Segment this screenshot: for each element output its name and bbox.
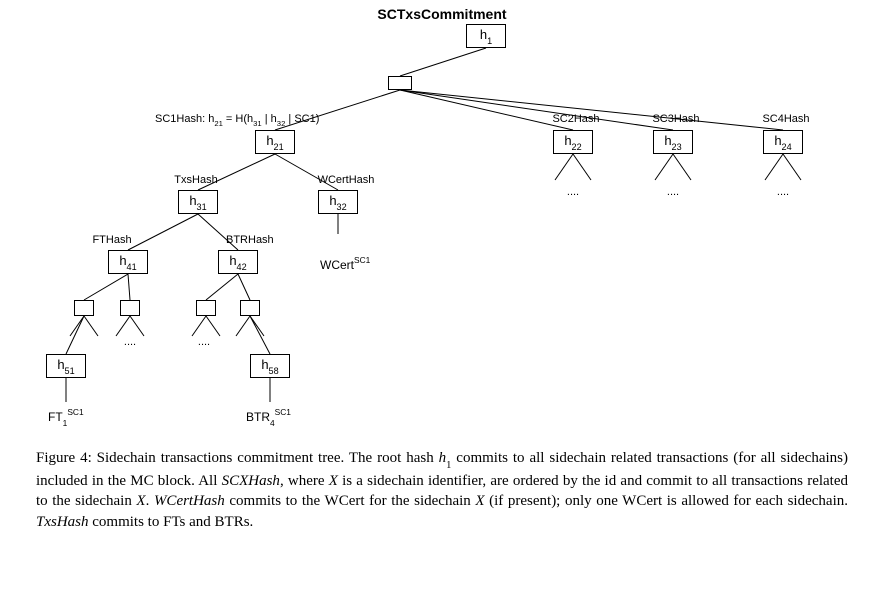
label-wcertsc1: WCertSC1 — [320, 256, 370, 272]
tree-node-h58: h58 — [250, 354, 290, 378]
label-sc3hash: SC3Hash — [652, 113, 699, 125]
tree-node-fan — [388, 76, 412, 90]
tree-node-h24: h24 — [763, 130, 803, 154]
tree-node-h41: h41 — [108, 250, 148, 274]
label-btr4sc1: BTR4SC1 — [246, 408, 291, 426]
label-btrhash: BTRHash — [226, 234, 274, 246]
tree-node-b41a — [74, 300, 94, 316]
label-fthash: FTHash — [92, 234, 131, 246]
label-dots23: .... — [667, 186, 679, 198]
tree-node-h32: h32 — [318, 190, 358, 214]
label-dots42: .... — [198, 336, 210, 348]
tree-node-h31: h31 — [178, 190, 218, 214]
figure-stage: { "canvas": { "w": 884, "h": 600, "bg": … — [0, 0, 884, 600]
figure-caption: Figure 4: Sidechain transactions commitm… — [36, 448, 848, 532]
tree-node-b41b — [120, 300, 140, 316]
tree-node-b42b — [240, 300, 260, 316]
label-wcerthash: WCertHash — [318, 174, 375, 186]
tree-node-b42a — [196, 300, 216, 316]
figure-title: SCTxsCommitment — [377, 6, 506, 22]
label-ft1sc1: FT1SC1 — [48, 408, 84, 426]
tree-node-h51: h51 — [46, 354, 86, 378]
label-sc2hash: SC2Hash — [552, 113, 599, 125]
tree-node-h42: h42 — [218, 250, 258, 274]
label-sc1formula: SC1Hash: h21 = H(h31 | h32 | SC1) — [155, 113, 319, 127]
tree-node-h22: h22 — [553, 130, 593, 154]
label-txshash: TxsHash — [174, 174, 217, 186]
label-dots41: .... — [124, 336, 136, 348]
label-dots22: .... — [567, 186, 579, 198]
tree-node-h1: h1 — [466, 24, 506, 48]
label-sc4hash: SC4Hash — [762, 113, 809, 125]
tree-node-h21: h21 — [255, 130, 295, 154]
tree-node-h23: h23 — [653, 130, 693, 154]
label-dots24: .... — [777, 186, 789, 198]
